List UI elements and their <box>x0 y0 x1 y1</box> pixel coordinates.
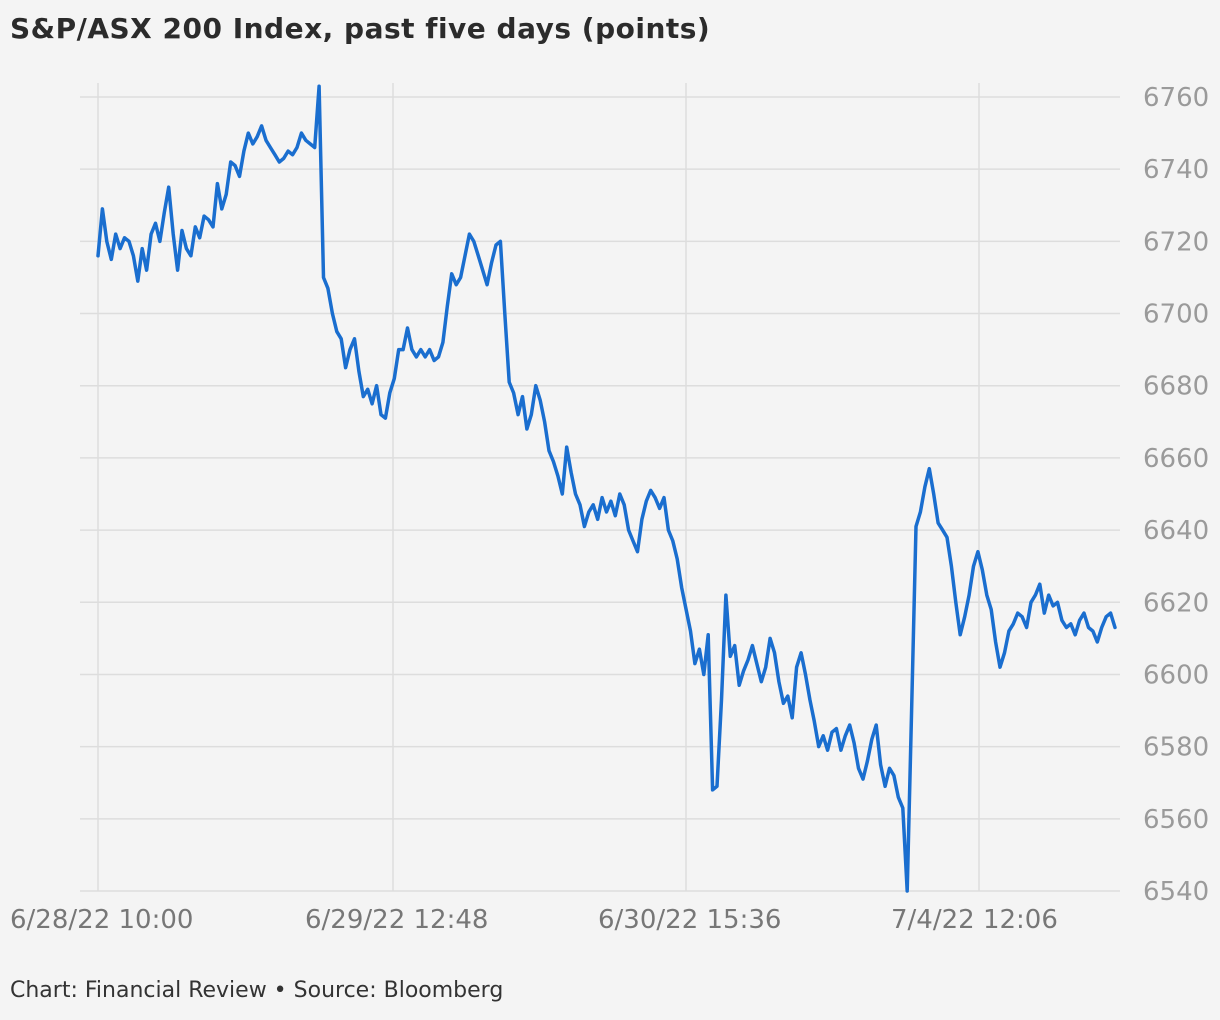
x-axis-tick-labels: 6/28/22 10:00 6/29/22 12:48 6/30/22 15:36 7… <box>10 905 1058 935</box>
series-layer <box>96 84 1117 893</box>
horizontal-gridlines <box>80 96 1120 892</box>
y-tick-label: 6740 <box>1143 155 1209 185</box>
line-chart: 6540 6560 6580 6600 6620 6640 6660 6680 6700 6720… <box>10 83 1209 935</box>
y-tick-label: 6680 <box>1143 372 1209 402</box>
y-tick-label: 6660 <box>1143 444 1209 474</box>
y-tick-label: 6640 <box>1143 516 1209 546</box>
vertical-gridlines <box>97 83 980 891</box>
x-tick-label: 6/28/22 10:00 <box>10 905 193 935</box>
y-tick-label: 6560 <box>1143 805 1209 835</box>
chart-area: 6540 6560 6580 6600 6620 6640 6660 6680 6700 6720… <box>10 83 1209 935</box>
y-tick-label: 6600 <box>1143 660 1209 690</box>
series-line <box>96 84 1117 893</box>
y-tick-label: 6760 <box>1143 83 1209 113</box>
x-tick-label: 7/4/22 12:06 <box>891 905 1058 935</box>
y-axis-tick-labels: 6540 6560 6580 6600 6620 6640 6660 6680 6700 6720… <box>1143 83 1209 907</box>
y-tick-label: 6720 <box>1143 227 1209 257</box>
y-tick-label: 6580 <box>1143 733 1209 763</box>
y-tick-label: 6540 <box>1143 877 1209 907</box>
y-tick-label: 6700 <box>1143 300 1209 330</box>
x-tick-label: 6/29/22 12:48 <box>305 905 488 935</box>
x-tick-label: 6/30/22 15:36 <box>598 905 781 935</box>
y-tick-label: 6620 <box>1143 588 1209 618</box>
chart-source-footer: Chart: Financial Review • Source: Bloomb… <box>10 978 504 1003</box>
chart-title: S&P/ASX 200 Index, past five days (point… <box>10 12 711 45</box>
